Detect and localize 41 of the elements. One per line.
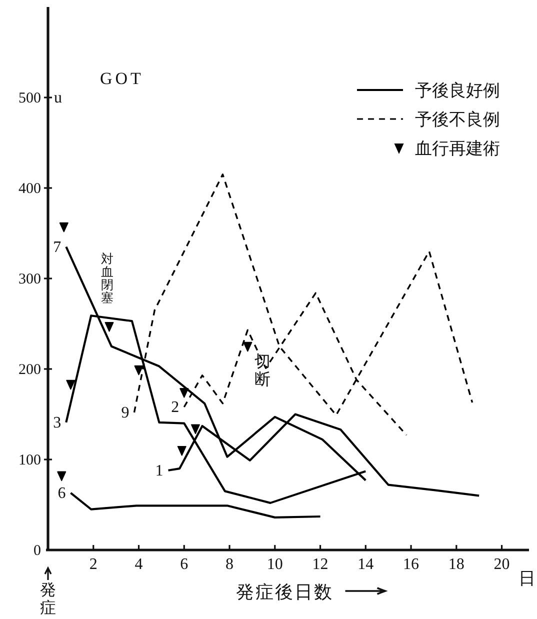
x-tick-label: 16 (403, 556, 420, 573)
y-tick-label: 200 (18, 362, 41, 378)
annotation: 6 (58, 484, 66, 502)
point (66, 380, 76, 390)
point (57, 471, 66, 482)
point (177, 446, 186, 456)
text: 発症 (40, 582, 56, 617)
legend-label: 予後不良例 (415, 110, 500, 129)
text: 日 (518, 569, 536, 588)
y-tick-label: 500 (18, 90, 41, 106)
legend-label: 血行再建術 (415, 139, 500, 158)
y-tick-label: 100 (18, 452, 41, 468)
x-tick-label: 6 (180, 556, 188, 573)
y-tick-label: 400 (18, 181, 41, 197)
annotation: 2 (171, 399, 180, 416)
x-tick-label: 10 (266, 556, 283, 573)
y-axis-title: u (54, 90, 62, 106)
point (190, 424, 200, 434)
annotation: 3 (53, 414, 62, 432)
point (180, 388, 189, 398)
x-tick-label: 4 (134, 556, 143, 573)
annotation: 切断 (254, 352, 271, 388)
text: GOT (100, 69, 144, 88)
x-tick-label: 8 (226, 556, 234, 573)
x-tick-label: 20 (494, 556, 510, 573)
y-tick-label: 300 (18, 272, 41, 288)
point (59, 222, 68, 232)
annotation: 対血閉塞 (100, 250, 114, 305)
y-tick-label: 0 (34, 543, 41, 559)
point (134, 365, 144, 376)
x-axis-title: 発症後日数 (236, 582, 334, 602)
x-tick-label: 14 (358, 556, 374, 573)
x-tick-label: 2 (89, 556, 98, 573)
point (243, 342, 252, 352)
point (104, 322, 114, 332)
x-tick-label: 12 (312, 556, 328, 573)
annotation: 7 (53, 238, 62, 256)
annotation: 9 (121, 404, 130, 422)
legend-label: 予後良好例 (415, 81, 500, 100)
annotation: 1 (155, 462, 164, 480)
x-tick-label: 18 (448, 556, 464, 573)
